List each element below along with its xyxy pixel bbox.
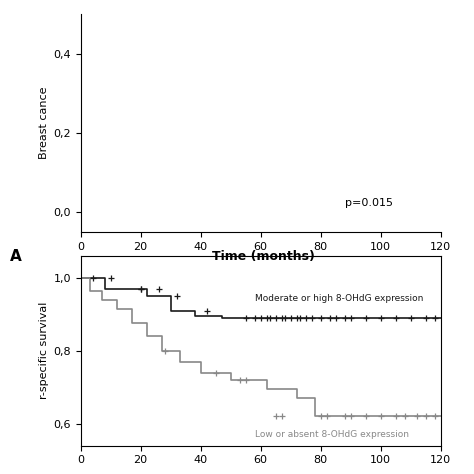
- Text: Moderate or high 8-OHdG expression: Moderate or high 8-OHdG expression: [255, 294, 423, 303]
- Text: p=0.015: p=0.015: [345, 199, 393, 209]
- Text: Low or absent 8-OHdG expression: Low or absent 8-OHdG expression: [255, 430, 409, 439]
- Text: A: A: [9, 249, 21, 264]
- Y-axis label: r-specific survival: r-specific survival: [39, 302, 49, 400]
- Text: Time (months): Time (months): [211, 250, 315, 263]
- Y-axis label: Breast cance: Breast cance: [39, 87, 49, 159]
